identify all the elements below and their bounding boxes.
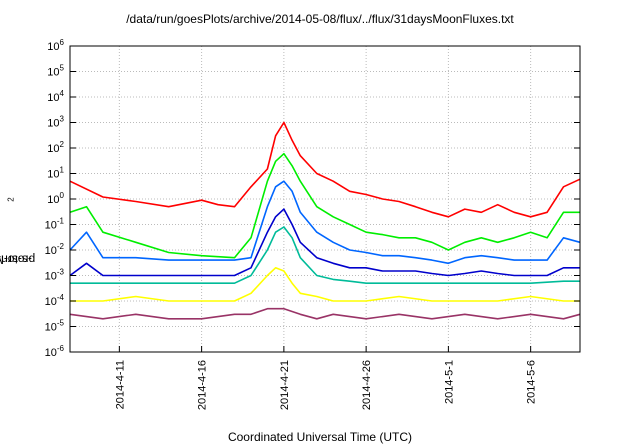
- x-tick-label: 2014-5-1: [443, 360, 455, 404]
- series-line: [69, 180, 581, 265]
- series-line: [70, 226, 580, 285]
- y-tick-label: 106: [47, 38, 64, 53]
- y-tick-label: 10-3: [45, 268, 65, 283]
- y-tick-label: 10-4: [45, 293, 65, 308]
- y-tick-label: 10-5: [45, 319, 65, 334]
- y-tick-label: 10-6: [45, 344, 65, 359]
- series-line: [69, 307, 581, 320]
- x-tick-label: 2014-4-11: [114, 360, 126, 409]
- y-tick-label: 105: [47, 64, 64, 79]
- y-tick-label: 103: [47, 115, 64, 130]
- x-tick-label: 2014-5-6: [526, 360, 538, 404]
- y-tick-label: 101: [47, 166, 64, 181]
- x-tick-label: 2014-4-16: [197, 360, 209, 410]
- y-tick-label: 100: [47, 191, 64, 206]
- chart-title: /data/run/goesPlots/archive/2014-05-08/f…: [126, 12, 514, 26]
- x-axis-label: Coordinated Universal Time (UTC): [227, 430, 413, 444]
- series-line: [69, 152, 580, 259]
- series-line: [69, 208, 580, 277]
- y-tick-label: 104: [47, 89, 64, 104]
- y-tick-label: 10-1: [45, 217, 65, 232]
- y-tick-label: 102: [47, 140, 64, 155]
- x-tick-label: 2014-4-26: [361, 360, 373, 410]
- y-ticks: 10-6 10-5 10-4 10-3 10-2 10-1 100 101 102 103 104 1…: [45, 38, 580, 359]
- grid: [70, 45, 580, 353]
- series-line: [70, 266, 580, 302]
- x-tick-label: 2014-4-21: [279, 360, 291, 410]
- series-group: [69, 121, 581, 320]
- x-ticks: 2014-4-11 2014-4-16 2014-4-21 2014-4-26 2014…: [114, 346, 538, 410]
- y-tick-label: 10-2: [45, 242, 65, 257]
- series-line: [69, 121, 581, 218]
